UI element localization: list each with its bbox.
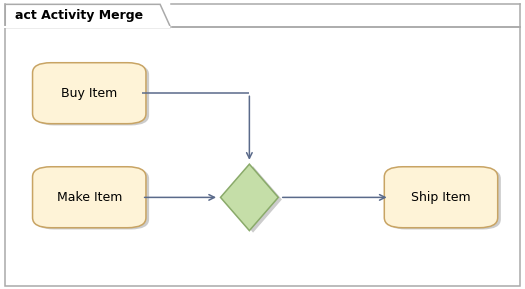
Bar (5, 27, 520, 286)
Text: Make Item: Make Item (57, 191, 122, 204)
FancyBboxPatch shape (33, 167, 146, 228)
FancyBboxPatch shape (36, 64, 149, 125)
Text: act Activity Merge: act Activity Merge (15, 9, 143, 22)
Polygon shape (5, 4, 171, 27)
Polygon shape (224, 166, 282, 233)
FancyBboxPatch shape (384, 167, 498, 228)
Polygon shape (220, 164, 278, 231)
FancyBboxPatch shape (36, 168, 149, 229)
FancyBboxPatch shape (387, 168, 501, 229)
Text: Buy Item: Buy Item (61, 87, 118, 100)
Text: Ship Item: Ship Item (411, 191, 471, 204)
FancyBboxPatch shape (33, 63, 146, 124)
